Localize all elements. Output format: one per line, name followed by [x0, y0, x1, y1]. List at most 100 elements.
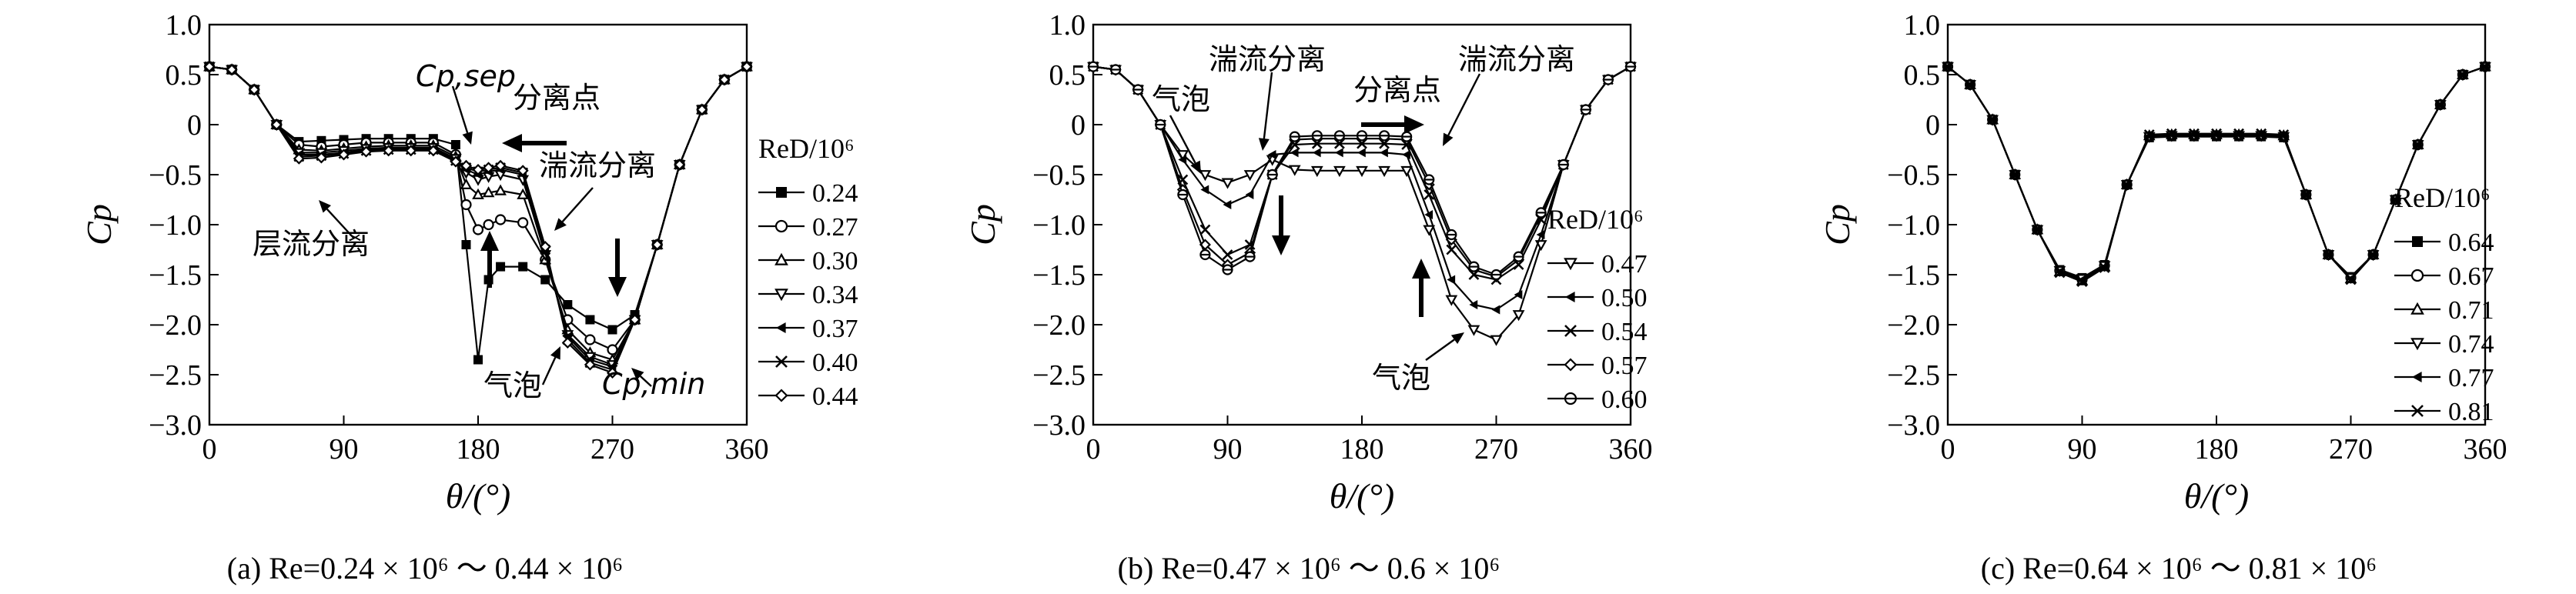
data-point: [1467, 325, 1480, 336]
data-point: [483, 162, 495, 174]
legend-marker: [2412, 236, 2423, 247]
data-point: [1490, 335, 1503, 346]
data-point: [2076, 276, 2088, 288]
data-point: [561, 336, 574, 349]
data-point: [2211, 128, 2222, 139]
annotation-arrow-head: [550, 346, 560, 360]
data-point: [539, 241, 551, 253]
data-point: [494, 184, 507, 195]
data-point: [293, 152, 305, 165]
annotation-arrow: [1169, 115, 1201, 174]
data-point: [2278, 129, 2290, 140]
data-point: [1310, 165, 1323, 178]
annotation-arrow-shaft: [1169, 115, 1196, 164]
legend-marker: [1564, 325, 1577, 337]
data-point: [2166, 128, 2177, 139]
data-point: [1333, 165, 1346, 178]
data-point-b: [2233, 128, 2245, 139]
data-point: [494, 159, 507, 172]
series-line: [209, 65, 748, 368]
data-point: [1512, 310, 1525, 322]
data-point: [1446, 229, 1457, 241]
legend-marker: [774, 289, 788, 302]
data-point: [1155, 118, 1166, 131]
annotation-arrow: [502, 134, 567, 152]
data-point: [473, 355, 483, 365]
y-tick-label: −2.5: [1032, 359, 1086, 392]
annotation-arrow: [480, 231, 499, 288]
data-point-b: [2345, 274, 2357, 285]
data-point: [741, 61, 753, 73]
data-point: [1624, 61, 1637, 72]
annotation-arrow-head: [480, 231, 499, 251]
data-point: [518, 262, 528, 272]
caption-b: (b) Re=0.47 × 10⁶ ～ 0.6 × 10⁶: [1118, 551, 1500, 586]
legend-label: 0.44: [812, 382, 858, 411]
annotation-arrow-head: [1404, 115, 1424, 134]
legend-marker: [1564, 358, 1577, 372]
data-point: [1223, 200, 1232, 209]
legend-label: 0.27: [812, 213, 858, 242]
data-point: [472, 163, 484, 176]
data-point: [1357, 148, 1366, 158]
data-point: [1400, 165, 1413, 178]
legend-label: 0.24: [812, 179, 858, 208]
legend-item-0.40: 0.40: [758, 349, 858, 377]
data-point: [1244, 251, 1256, 262]
x-tick-label: 360: [2464, 433, 2507, 466]
data-point: [1447, 275, 1456, 285]
legend-title: ReD/10⁶: [2394, 182, 2491, 213]
plot-frame: [1946, 23, 2487, 426]
series-0.34: [203, 62, 753, 372]
series-0.60: [1087, 61, 1637, 281]
legend-item-0.34: 0.34: [758, 281, 858, 309]
caption-c: (c) Re=0.64 × 10⁶ ～ 0.81 × 10⁶: [1981, 551, 2377, 586]
legend-title: ReD/10⁶: [1547, 204, 1644, 235]
data-point-b: [1199, 224, 1211, 235]
data-point: [674, 159, 686, 171]
data-point: [1356, 130, 1368, 142]
legend-item-0.64: 0.64: [2394, 229, 2494, 257]
data-point: [1380, 148, 1388, 158]
data-point: [1267, 150, 1276, 159]
series-0.64: [1943, 62, 2490, 282]
legend-item-0.27: 0.27: [758, 213, 858, 242]
series-line: [209, 65, 748, 374]
data-point: [1378, 165, 1390, 178]
data-point: [2233, 128, 2245, 139]
legend-marker: [776, 322, 786, 333]
legend-item-0.60: 0.60: [1547, 385, 1648, 414]
data-point: [472, 188, 484, 199]
data-point: [517, 217, 529, 229]
legend-marker: [774, 219, 788, 233]
annotation: 湍流分离: [539, 148, 656, 182]
series-0.44: [203, 61, 753, 379]
y-tick-label: 0.5: [1049, 59, 1086, 92]
series-0.27: [203, 61, 753, 355]
series-0.30: [203, 60, 753, 365]
data-point: [460, 199, 472, 211]
x-tick-label: 90: [1213, 433, 1243, 466]
data-point-b: [1222, 249, 1233, 260]
legend: ReD/10⁶ 0.47 0.50 0.54 0.57 0.60: [1547, 204, 1648, 414]
data-point: [1245, 190, 1254, 199]
legend: ReD/10⁶ 0.24 0.27 0.30 0.34 0.37 0.40 0.44: [758, 133, 858, 411]
data-point: [494, 214, 507, 225]
legend-label: 0.40: [812, 349, 858, 377]
data-point-b: [2076, 276, 2088, 288]
data-point: [1536, 230, 1545, 239]
legend-marker-b: [775, 355, 788, 368]
series-0.37: [205, 62, 751, 372]
data-point-b: [1446, 244, 1457, 255]
data-point: [1266, 169, 1278, 181]
data-point: [2032, 224, 2043, 235]
data-point-b: [2412, 139, 2424, 150]
series-line: [1947, 65, 2486, 281]
data-point: [1513, 251, 1524, 262]
legend-title: ReD/10⁶: [758, 133, 855, 164]
series-0.24: [205, 62, 751, 365]
annotation: 气泡: [1152, 82, 1210, 116]
legend-item-0.71: 0.71: [2394, 296, 2494, 325]
legend-marker: [774, 252, 788, 265]
data-point: [1087, 61, 1099, 72]
